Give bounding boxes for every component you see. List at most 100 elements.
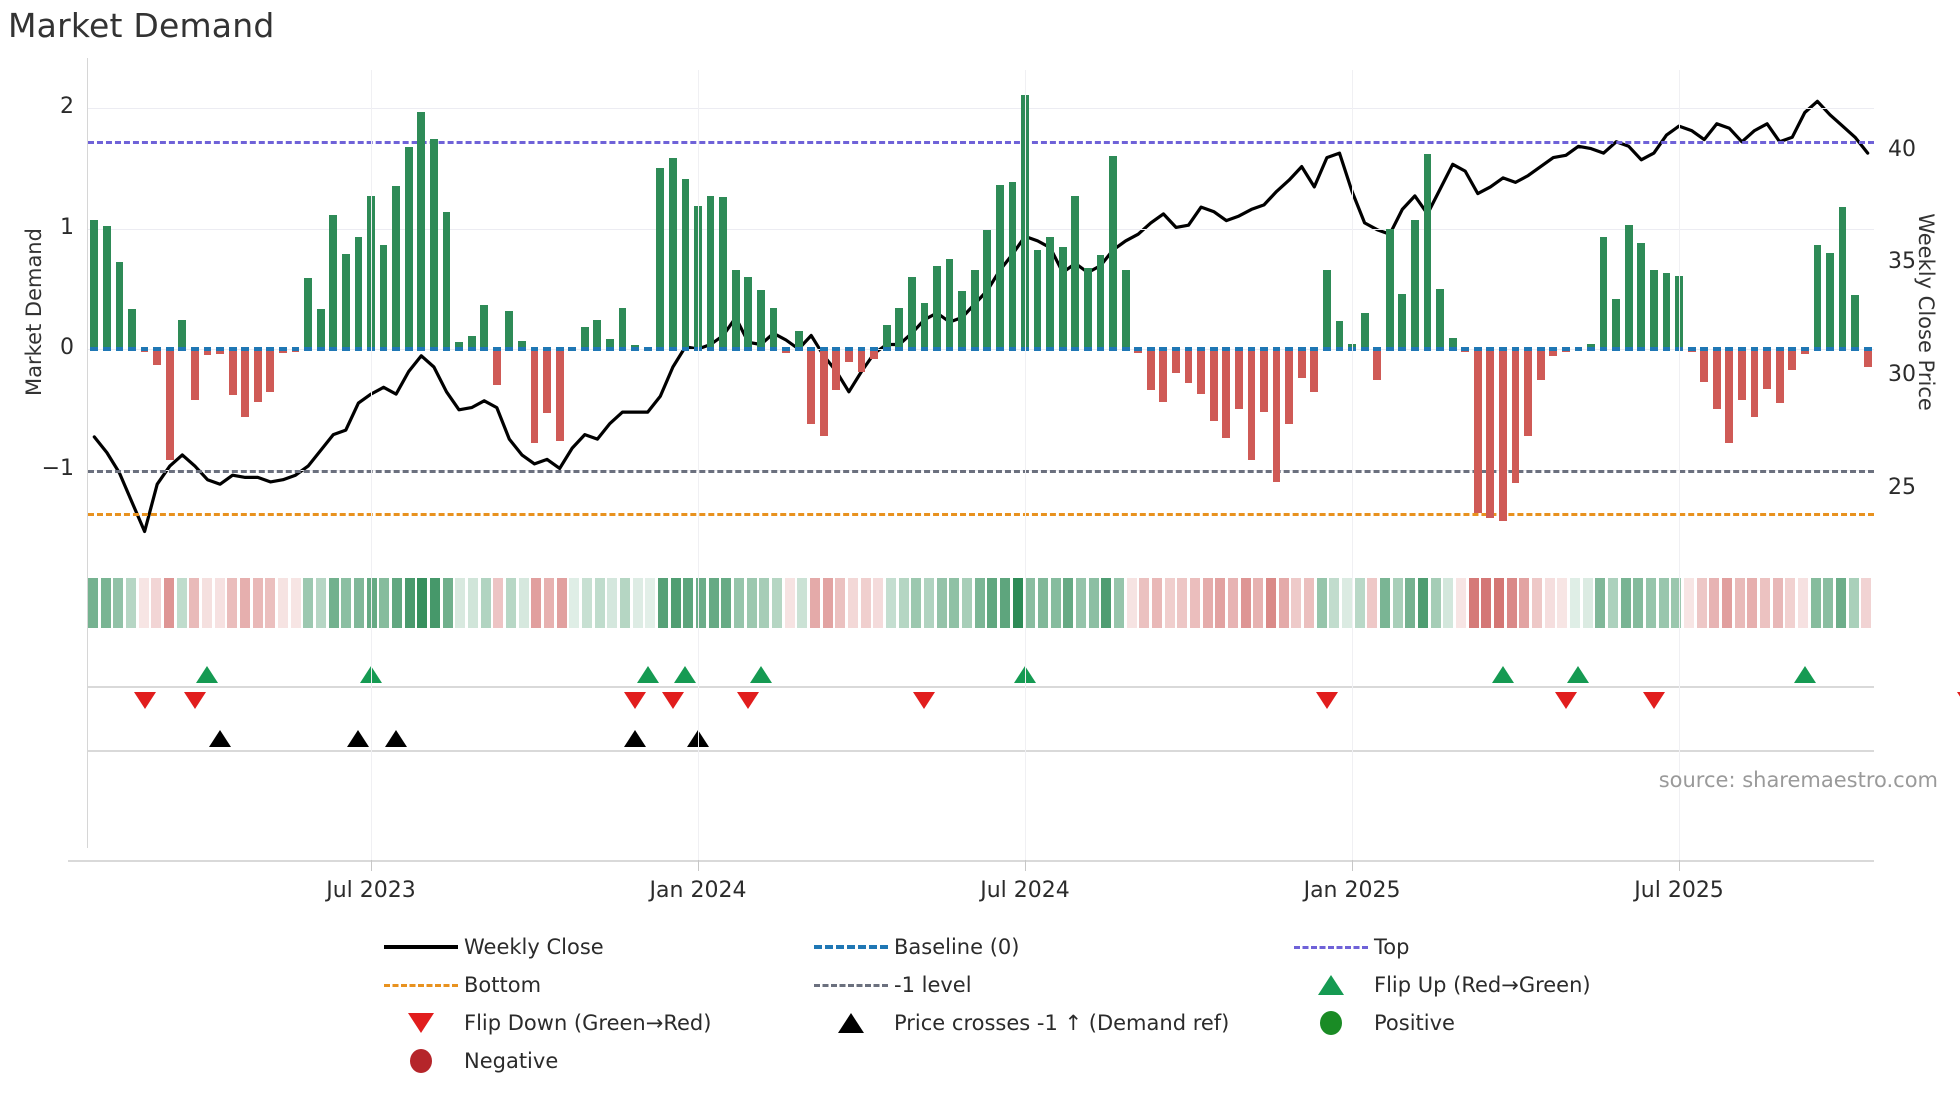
demand-bar [983,229,992,350]
heatmap-cell [1734,578,1745,628]
page-title: Market Demand [8,6,275,45]
baseline-segment [90,347,99,352]
demand-bar [1121,269,1130,350]
demand-bar [1159,349,1168,403]
baseline-segment [191,347,199,352]
demand-bar [1348,344,1356,350]
demand-bar [266,349,275,393]
heatmap-cell [138,578,149,628]
heatmap-cell [1240,578,1251,628]
demand-bar [882,325,891,350]
demand-bar [845,349,853,363]
y-axis-left-tick: −1 [41,455,74,481]
heatmap-cell [1177,578,1188,628]
legend-item[interactable]: Positive [1288,1004,1668,1042]
baseline-segment [404,347,413,352]
baseline-segment [1071,347,1080,352]
legend-item[interactable]: Flip Up (Red→Green) [1288,966,1668,1004]
heatmap-cell [1342,578,1352,628]
y-axis-right-tick: 25 [1888,474,1916,500]
baseline-segment [1687,347,1696,352]
demand-bar [1587,344,1595,350]
heatmap-cell [721,578,732,628]
x-axis-tick-label: Jan 2025 [1303,878,1401,903]
heatmap-cell [1456,578,1466,628]
demand-bar [1222,349,1231,439]
baseline-segment [706,347,715,352]
heatmap-cell [1139,578,1150,628]
demand-bar [769,308,778,350]
baseline-segment [832,347,841,352]
baseline-segment [1033,347,1042,352]
heatmap-cell [645,578,656,628]
baseline-segment [1209,347,1218,352]
y-axis-right-tick: 30 [1888,362,1916,388]
legend-item[interactable]: Negative [378,1042,808,1080]
baseline-segment [153,347,162,352]
demand-bar [1612,298,1621,350]
x-axis-tick-label: Jan 2024 [649,878,747,903]
baseline-segment [316,347,325,352]
baseline-segment [1574,347,1583,352]
baseline-segment [291,347,300,352]
baseline-segment [819,347,828,352]
baseline-segment [756,347,765,352]
demand-bar [1209,349,1218,422]
heatmap-cell [1481,578,1492,628]
demand-bar [1813,245,1822,350]
demand-bar [1750,349,1759,417]
heatmap-cell [278,578,288,628]
legend-item[interactable]: Top [1288,928,1668,966]
legend-key-icon [378,966,464,1004]
heatmap-cell [1266,578,1276,628]
legend-item[interactable]: Baseline (0) [808,928,1288,966]
legend-item[interactable]: Bottom [378,966,808,1004]
demand-bar [1033,250,1042,350]
legend-item[interactable]: Flip Down (Green→Red) [378,1004,808,1042]
baseline-segment [1146,347,1155,352]
legend-item[interactable]: Price crosses -1 ↑ (Demand ref) [808,1004,1288,1042]
flip-down-marker [624,692,647,709]
legend-item[interactable]: Weekly Close [378,928,808,966]
flip-down-marker [1315,692,1338,709]
demand-bar [756,290,765,350]
heatmap-cell [252,578,263,628]
demand-bar [467,335,476,350]
gridline [88,228,1874,230]
price-cross-up-marker [209,730,232,747]
legend-item[interactable]: -1 level [808,966,1288,1004]
marker-row-divider-2 [88,750,1874,752]
heatmap-cell [100,578,111,628]
baseline-segment [1712,347,1721,352]
source-note: source: sharemaestro.com [1658,768,1938,792]
baseline-segment [178,347,187,352]
baseline-segment [1285,347,1294,352]
legend-item-label: Bottom [464,973,542,997]
heatmap-cell [708,578,719,628]
demand-bar [681,179,690,350]
triangle-up-green-icon [1318,975,1344,995]
demand-bar [1096,255,1105,350]
demand-bar [1599,237,1608,350]
heatmap-cell [1000,578,1010,628]
heatmap-cell [1696,578,1707,628]
heatmap-cell [240,578,250,628]
baseline-segment [643,347,652,352]
heatmap-cell [1810,578,1821,628]
demand-bar [1473,349,1482,513]
baseline-segment [128,347,136,352]
demand-bar [379,245,388,350]
legend-key-icon [1288,1004,1374,1042]
heatmap-cell [1519,578,1530,628]
baseline-segment [1373,347,1382,352]
demand-bar [1411,220,1419,350]
baseline-segment [1587,347,1595,352]
heatmap-cell [544,578,554,628]
marker-rows [88,640,1960,800]
demand-bar [429,139,438,350]
line-dashed-blue-icon [814,945,888,949]
y-axis-right-title: Weekly Close Price [1914,213,1938,411]
heatmap-cell [189,578,200,628]
demand-bar [995,185,1004,350]
demand-bar [228,349,237,395]
